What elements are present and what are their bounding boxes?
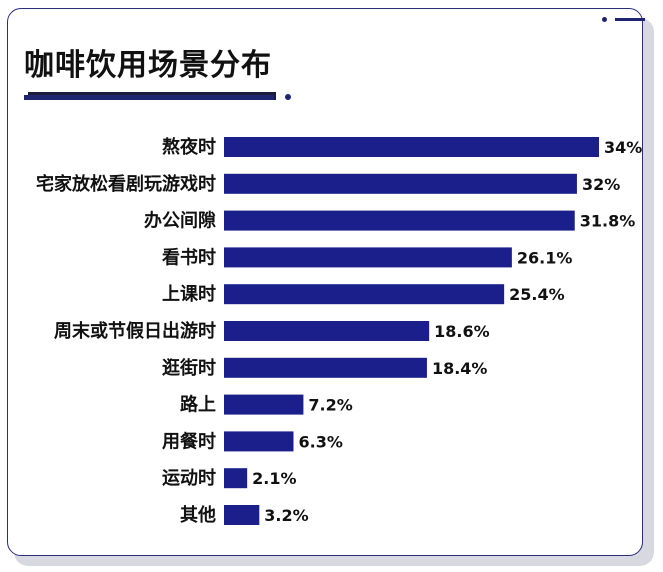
bar [224, 431, 294, 452]
value-label: 7.2% [308, 396, 352, 415]
value-label: 18.6% [434, 322, 490, 341]
title-underline-dot [285, 94, 291, 100]
bar [224, 357, 427, 378]
chart-title: 咖啡饮用场景分布 [24, 48, 272, 83]
bar [224, 321, 430, 341]
category-label: 逛街时 [162, 357, 216, 379]
category-label: 用餐时 [162, 430, 216, 452]
value-label: 31.8% [580, 212, 636, 231]
bar [224, 284, 505, 305]
bar [224, 468, 248, 489]
category-label: 周末或节假日出游时 [54, 320, 216, 342]
value-label: 18.4% [432, 359, 488, 378]
bar [224, 210, 575, 231]
value-label: 32% [582, 175, 620, 194]
bar [224, 505, 260, 525]
corner-dot-decoration [602, 17, 607, 22]
category-label: 路上 [180, 394, 216, 416]
bar [224, 247, 512, 268]
bar [224, 173, 577, 194]
category-label: 宅家放松看剧玩游戏时 [36, 173, 216, 195]
category-label: 运动时 [162, 468, 216, 489]
category-label: 上课时 [162, 284, 216, 305]
title-underline [24, 95, 274, 100]
value-label: 25.4% [509, 285, 565, 304]
value-label: 3.2% [264, 506, 308, 525]
corner-line-decoration [615, 18, 645, 21]
bar [224, 137, 599, 157]
category-label: 办公间隙 [144, 210, 216, 232]
category-label: 熬夜时 [162, 136, 216, 158]
value-label: 2.1% [252, 469, 296, 488]
value-label: 6.3% [298, 432, 342, 451]
bar [224, 394, 304, 415]
value-label: 26.1% [517, 248, 573, 267]
category-label: 看书时 [161, 246, 216, 268]
category-label: 其他 [180, 504, 216, 526]
value-label: 34% [604, 138, 642, 157]
